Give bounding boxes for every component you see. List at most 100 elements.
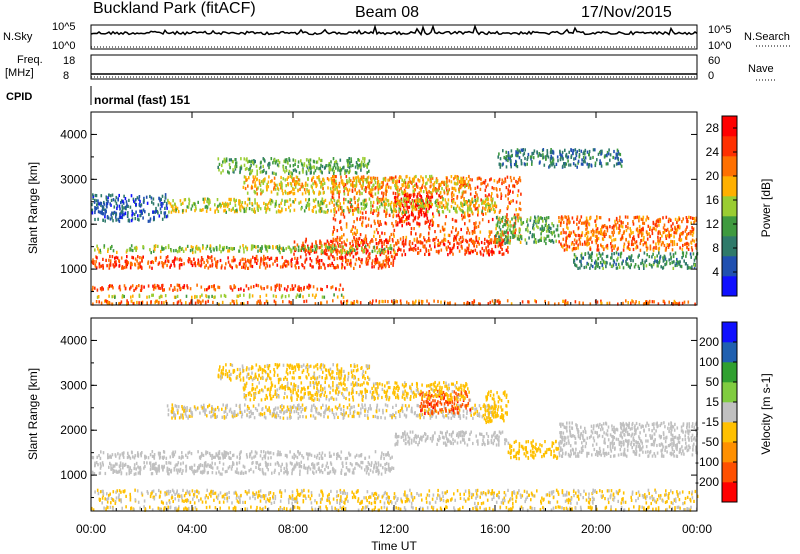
- power-cell: [206, 197, 209, 201]
- power-cell: [390, 186, 392, 190]
- power-cell: [256, 258, 259, 262]
- power-cell: [205, 263, 207, 268]
- power-cell: [370, 176, 373, 181]
- power-cell: [668, 230, 670, 234]
- power-cell: [375, 238, 377, 242]
- power-cell: [376, 260, 378, 265]
- power-cell: [211, 259, 213, 263]
- power-cell: [122, 199, 124, 203]
- power-cell: [520, 220, 522, 224]
- power-cell: [157, 286, 160, 290]
- power-cell: [122, 201, 125, 205]
- power-cell: [627, 245, 629, 249]
- power-cell: [584, 233, 586, 238]
- power-cell: [140, 265, 143, 270]
- power-cell: [347, 200, 350, 204]
- power-cell: [491, 201, 493, 205]
- power-cell: [371, 194, 374, 199]
- power-cell: [160, 211, 162, 215]
- power-cell: [227, 249, 229, 253]
- power-cell: [165, 299, 167, 304]
- power-cell: [269, 264, 271, 268]
- power-cell: [270, 180, 272, 184]
- power-cell: [424, 252, 426, 256]
- power-cell: [586, 261, 588, 265]
- power-cell: [152, 293, 154, 297]
- power-cell: [417, 178, 419, 182]
- power-cell: [374, 221, 376, 226]
- power-cell: [575, 241, 577, 245]
- power-cell: [254, 159, 256, 164]
- power-cell: [333, 208, 336, 212]
- power-cell: [305, 164, 308, 168]
- power-cell: [627, 222, 629, 226]
- power-cell: [567, 220, 569, 224]
- power-cell: [220, 266, 223, 270]
- power-cell: [475, 200, 478, 204]
- power-cell: [587, 165, 590, 169]
- power-cell: [552, 240, 555, 244]
- power-cell: [507, 205, 509, 209]
- power-cell: [420, 299, 423, 303]
- power-cell: [285, 264, 287, 268]
- power-cell: [473, 204, 475, 208]
- power-cell: [276, 263, 279, 267]
- power-cell: [401, 216, 403, 221]
- power-cell: [345, 170, 347, 174]
- power-cell: [155, 206, 157, 211]
- power-cell: [341, 262, 343, 266]
- power-cell: [548, 229, 551, 234]
- power-cell: [563, 162, 565, 166]
- power-cell: [208, 286, 210, 290]
- power-cell: [236, 208, 238, 212]
- power-cell: [147, 219, 150, 223]
- power-cell: [161, 286, 163, 290]
- power-cell: [385, 210, 387, 214]
- power-cell: [399, 199, 402, 203]
- power-cell: [414, 217, 416, 221]
- power-cell: [485, 205, 487, 209]
- power-cell: [438, 194, 441, 198]
- power-cell: [117, 218, 120, 222]
- power-cell: [454, 236, 457, 240]
- power-cell: [516, 165, 519, 169]
- power-cell: [655, 228, 657, 232]
- power-cell: [345, 225, 348, 229]
- power-cell: [351, 205, 354, 209]
- power-cell: [332, 237, 335, 241]
- power-cell: [503, 222, 505, 227]
- power-cell: [551, 239, 554, 243]
- power-cell: [431, 223, 434, 227]
- power-cell: [418, 214, 421, 218]
- power-cell: [443, 181, 445, 185]
- power-cell: [455, 234, 458, 238]
- power-cell: [548, 165, 550, 169]
- power-cell: [670, 255, 672, 259]
- power-cell: [567, 159, 569, 163]
- power-cell: [273, 181, 276, 185]
- power-cell: [438, 186, 440, 190]
- power-cell: [460, 209, 463, 213]
- power-cell: [543, 239, 546, 243]
- power-cell: [382, 250, 385, 254]
- power-cell: [614, 219, 616, 223]
- power-cell: [311, 165, 313, 169]
- power-cell: [408, 176, 411, 180]
- power-cell: [261, 191, 263, 195]
- power-cell: [425, 211, 427, 215]
- power-cell: [391, 221, 393, 226]
- power-cell: [127, 204, 129, 208]
- power-cell: [498, 177, 501, 181]
- power-cell: [124, 211, 127, 215]
- power-cell: [477, 240, 479, 244]
- power-cell: [489, 238, 492, 242]
- power-cell: [115, 260, 117, 264]
- power-cell: [394, 180, 397, 184]
- power-cell: [377, 211, 380, 215]
- power-cell: [570, 242, 573, 246]
- power-cell: [375, 299, 377, 303]
- power-cell: [438, 249, 440, 253]
- power-cell: [332, 230, 334, 234]
- power-cell: [516, 193, 519, 198]
- power-cell: [626, 262, 629, 266]
